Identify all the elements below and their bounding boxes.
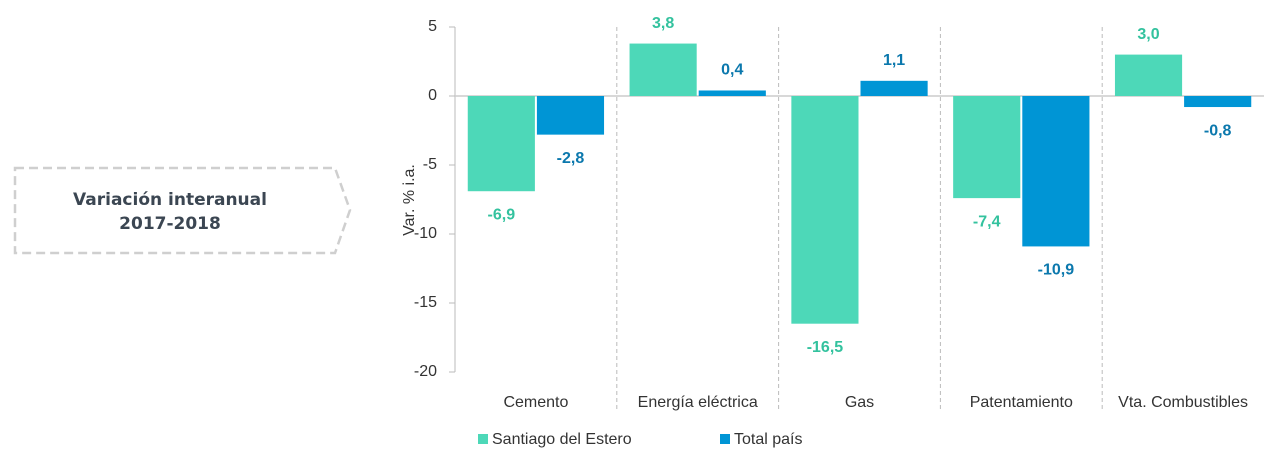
bar — [698, 90, 766, 96]
bar — [1022, 96, 1090, 247]
y-tick-label: -5 — [423, 156, 437, 173]
x-tick-label: Vta. Combustibles — [1118, 394, 1248, 411]
x-tick-label: Cemento — [503, 394, 568, 411]
value-label: -16,5 — [807, 339, 844, 356]
bar — [791, 96, 859, 324]
bar — [1114, 54, 1183, 96]
y-axis-label: Var. % i.a. — [401, 164, 418, 236]
y-tick-label: 0 — [428, 87, 437, 104]
y-tick-label: -10 — [414, 225, 437, 242]
value-label: 0,4 — [721, 62, 743, 79]
bar — [953, 96, 1021, 199]
value-label: -0,8 — [1204, 122, 1232, 139]
value-label: -6,9 — [488, 206, 516, 223]
side-label: 2017-2018 — [119, 214, 221, 234]
value-label: 3,0 — [1137, 26, 1159, 43]
value-label: 3,8 — [652, 15, 674, 32]
x-tick-label: Patentamiento — [970, 394, 1073, 411]
side-label: Variación interanual — [73, 190, 267, 210]
y-tick-label: 5 — [428, 18, 437, 35]
legend-swatch — [478, 434, 488, 444]
value-label: 1,1 — [883, 52, 905, 69]
x-tick-label: Energía eléctrica — [638, 394, 758, 411]
side-box — [13, 166, 352, 255]
legend-swatch — [720, 434, 730, 444]
x-tick-label: Gas — [845, 394, 874, 411]
bar — [1184, 96, 1252, 108]
bar — [467, 96, 535, 192]
bar — [536, 96, 605, 135]
value-label: -7,4 — [973, 213, 1001, 230]
bar — [629, 43, 697, 96]
value-label: -10,9 — [1038, 262, 1075, 279]
y-tick-label: -15 — [414, 294, 437, 311]
legend-label: Total país — [734, 431, 802, 448]
legend-label: Santiago del Estero — [492, 431, 632, 448]
value-label: -2,8 — [557, 150, 585, 167]
bar — [860, 80, 928, 96]
y-tick-label: -20 — [414, 363, 437, 380]
